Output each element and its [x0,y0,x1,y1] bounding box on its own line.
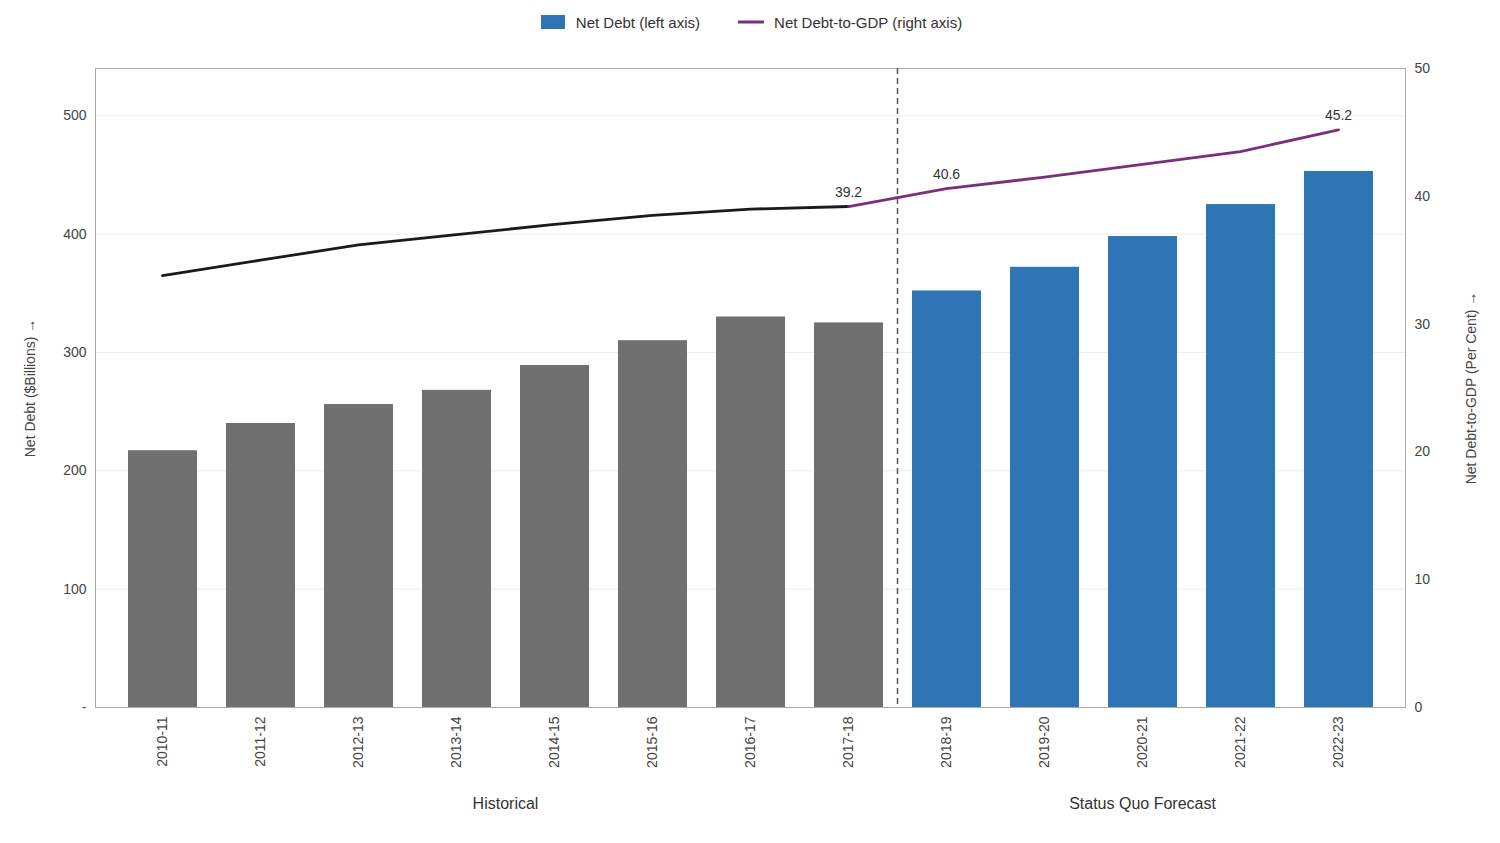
svg-text:39.2: 39.2 [835,184,862,200]
html-text:Net Debt (left axis): Net Debt (left axis) [575,13,700,31]
svg-text:45.2: 45.2 [1325,107,1352,123]
svg-text:400: 400 [63,226,87,242]
svg-text:2018-19: 2018-19 [938,716,954,768]
svg-text:200: 200 [63,462,87,478]
svg-text:2022-23: 2022-23 [1330,716,1346,768]
svg-text:2010-11: 2010-11 [154,716,170,767]
svg-text:2014-15: 2014-15 [546,716,562,768]
svg-text:2020-21: 2020-21 [1134,716,1150,768]
svg-text:-: - [82,699,87,715]
html-text:Status Quo Forecast: Status Quo Forecast [1069,795,1216,812]
svg-text:10: 10 [1415,571,1431,587]
svg-text:500: 500 [63,107,87,123]
svg-text:2016-17: 2016-17 [742,716,758,768]
svg-text:2021-22: 2021-22 [1232,716,1248,768]
svg-text:2013-14: 2013-14 [448,716,464,768]
svg-text:2017-18: 2017-18 [840,716,856,768]
svg-text:100: 100 [63,581,87,597]
svg-text:2019-20: 2019-20 [1036,716,1052,768]
svg-text:300: 300 [63,344,87,360]
svg-text:2012-13: 2012-13 [350,716,366,768]
svg-text:2011-12: 2011-12 [252,716,268,767]
svg-text:20: 20 [1415,443,1431,459]
svg-text:40: 40 [1415,188,1431,204]
svg-text:Net Debt-to-GDP (Per Cent) →: Net Debt-to-GDP (Per Cent) → [1463,292,1479,485]
svg-text:Net Debt ($Billions) →: Net Debt ($Billions) → [22,319,38,458]
svg-text:2015-16: 2015-16 [644,716,660,768]
html-text:Net Debt-to-GDP (right axis): Net Debt-to-GDP (right axis) [774,13,963,31]
svg-text:40.6: 40.6 [933,166,960,182]
html-text:Historical: Historical [472,795,539,812]
svg-text:50: 50 [1415,60,1431,76]
svg-text:0: 0 [1415,699,1423,715]
svg-text:30: 30 [1415,316,1431,332]
